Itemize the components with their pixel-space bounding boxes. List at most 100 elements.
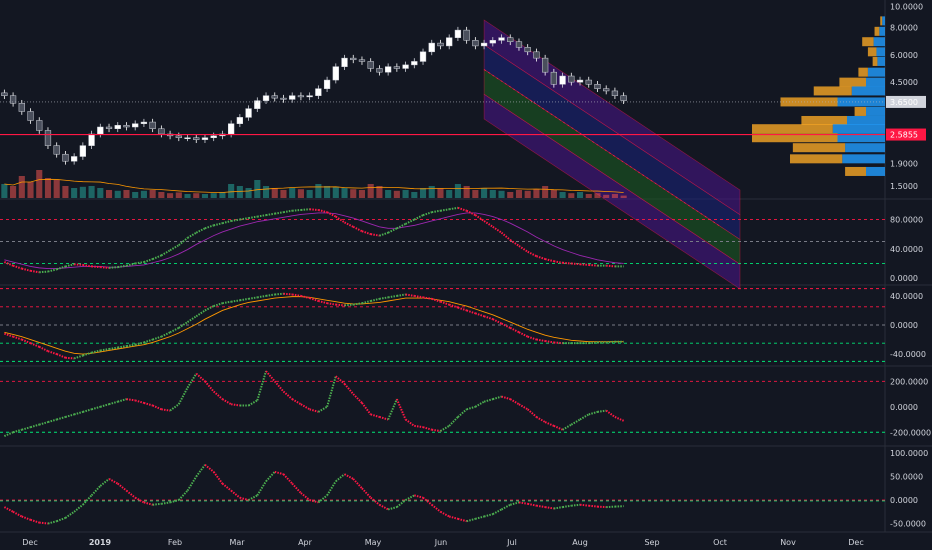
indicator-segment xyxy=(405,494,415,501)
indicator-segment xyxy=(108,266,118,269)
indicator-signal-line xyxy=(4,212,624,270)
volume-bar xyxy=(507,192,514,198)
volume-profile-down xyxy=(752,124,833,134)
indicator-segment xyxy=(562,504,572,509)
indicator-segment xyxy=(21,267,31,272)
indicator-segment xyxy=(571,262,581,266)
volume-bar xyxy=(158,192,165,198)
candle-body xyxy=(9,95,17,104)
candle-body xyxy=(323,79,331,89)
indicator-segment xyxy=(509,398,520,406)
volume-profile-down xyxy=(790,154,843,164)
indicator-segment xyxy=(414,294,424,299)
x-tick-label: Sep xyxy=(644,538,659,547)
candle-body xyxy=(472,40,479,47)
volume-bar xyxy=(289,188,296,198)
indicator-segment xyxy=(352,225,363,233)
indicator-segment xyxy=(38,345,49,353)
candle-body xyxy=(568,75,575,83)
indicator-segment xyxy=(186,315,197,323)
indicator-segment xyxy=(370,496,381,506)
volume-profile-up xyxy=(873,37,885,47)
indicator-segment xyxy=(501,503,511,511)
indicator-segment xyxy=(73,503,84,513)
indicator-tick-label: 50.0000 xyxy=(890,473,923,482)
volume-bar xyxy=(611,194,618,198)
candle-body xyxy=(542,57,549,73)
volume-profile-down xyxy=(880,16,883,26)
indicator-segment xyxy=(117,345,127,349)
indicator-segment xyxy=(300,208,310,211)
indicator-segment xyxy=(186,373,198,389)
volume-bar xyxy=(219,192,226,198)
indicator-segment xyxy=(544,506,555,510)
x-tick-label: Jul xyxy=(506,538,517,547)
volume-bar xyxy=(315,184,322,198)
indicator-segment xyxy=(222,220,232,225)
volume-profile-up xyxy=(842,154,885,164)
indicator-segment xyxy=(135,261,145,265)
candle-body xyxy=(306,95,313,98)
volume-bar xyxy=(515,190,523,198)
indicator-segment xyxy=(440,208,450,212)
indicator-tick-label: -50.0000 xyxy=(890,520,926,529)
indicator-segment xyxy=(518,331,529,338)
indicator-segment xyxy=(283,292,293,296)
volume-bar xyxy=(297,189,304,198)
volume-bar xyxy=(140,190,147,198)
indicator-tick-label: 100.0000 xyxy=(890,449,928,458)
candle-body xyxy=(228,123,235,135)
candle-body xyxy=(446,37,453,47)
indicator-pane-osc3: 200.0000 0.0000 -200.0000 xyxy=(0,370,931,437)
candle-body xyxy=(550,71,557,85)
indicator-tick-label: 0.0000 xyxy=(890,403,918,412)
indicator-segment xyxy=(117,482,128,492)
volume-bar xyxy=(568,193,575,198)
indicator-segment xyxy=(239,297,249,302)
volume-profile-down xyxy=(801,115,847,125)
indicator-segment xyxy=(518,245,529,253)
indicator-segment xyxy=(387,227,398,234)
indicator-segment xyxy=(282,390,293,400)
candle-body xyxy=(210,135,217,138)
x-tick-label: Dec xyxy=(22,538,37,547)
candle-body xyxy=(559,75,566,85)
candle-body xyxy=(79,145,86,157)
candle-body xyxy=(245,108,252,118)
volume-bar xyxy=(210,193,217,198)
volume-profile-down xyxy=(867,47,877,57)
indicator-tick-label: -200.0000 xyxy=(890,428,931,437)
indicator-segment xyxy=(82,263,92,268)
volume-profile-up xyxy=(866,166,885,176)
indicator-segment xyxy=(265,293,275,297)
candle-body xyxy=(515,41,523,48)
indicator-segment xyxy=(152,502,162,506)
indicator-segment xyxy=(291,482,302,494)
indicator-segment xyxy=(248,296,258,300)
support-price-badge xyxy=(886,128,926,141)
indicator-segment xyxy=(169,327,180,334)
indicator-segment xyxy=(606,340,615,344)
volume-profile-down xyxy=(862,37,874,47)
indicator-segment xyxy=(74,263,83,266)
indicator-segment xyxy=(387,294,398,299)
volume-bar xyxy=(123,190,130,198)
indicator-segment xyxy=(212,471,224,485)
indicator-segment xyxy=(195,464,206,478)
volume-bar xyxy=(419,188,427,198)
candle-body xyxy=(297,95,305,98)
volume-profile-up xyxy=(876,47,885,57)
volume-bar xyxy=(88,186,95,198)
volume-bar xyxy=(524,190,531,198)
volume-bar xyxy=(71,188,78,198)
volume-profile-down xyxy=(839,77,866,87)
indicator-segment xyxy=(422,296,432,300)
indicator-segment xyxy=(65,356,75,360)
indicator-segment xyxy=(562,261,572,265)
indicator-segment xyxy=(335,303,345,307)
indicator-segment xyxy=(449,206,459,211)
candle-body xyxy=(175,135,182,138)
indicator-segment xyxy=(204,305,215,312)
indicator-segment xyxy=(518,403,529,411)
last-price-label: 3.6500 xyxy=(890,98,918,107)
